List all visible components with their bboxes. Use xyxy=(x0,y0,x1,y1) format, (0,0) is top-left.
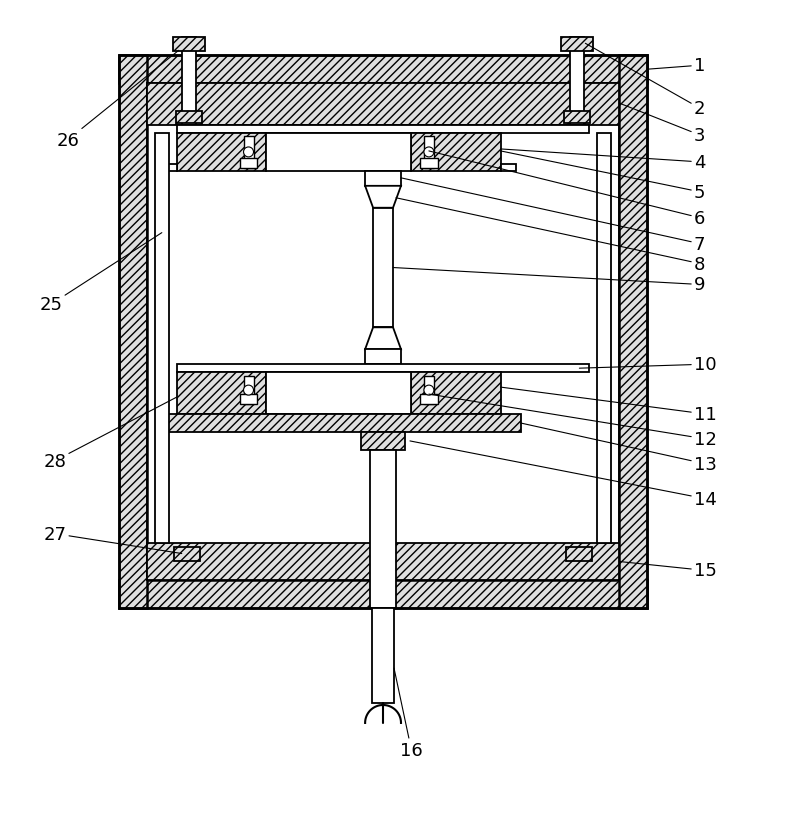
Bar xyxy=(243,377,254,405)
Text: 2: 2 xyxy=(586,44,706,118)
Bar xyxy=(177,134,266,171)
Text: 10: 10 xyxy=(579,356,717,374)
Bar xyxy=(562,38,594,52)
Polygon shape xyxy=(365,328,401,349)
Bar xyxy=(598,134,611,543)
Bar xyxy=(361,432,405,451)
Text: 6: 6 xyxy=(429,152,706,227)
Text: 15: 15 xyxy=(619,562,717,580)
Text: 13: 13 xyxy=(521,424,717,473)
Bar xyxy=(155,134,169,543)
Circle shape xyxy=(424,385,434,395)
Bar xyxy=(424,377,434,405)
Bar xyxy=(619,56,647,609)
Text: 27: 27 xyxy=(43,525,182,554)
Bar xyxy=(119,581,647,609)
Circle shape xyxy=(243,148,254,158)
Bar xyxy=(119,56,647,609)
Bar xyxy=(420,159,438,169)
Text: 1: 1 xyxy=(647,57,706,75)
Bar xyxy=(365,349,401,364)
Bar xyxy=(176,112,202,124)
Text: 11: 11 xyxy=(501,388,717,424)
Bar xyxy=(501,165,515,171)
Bar xyxy=(373,208,393,328)
Text: 9: 9 xyxy=(393,268,706,294)
Bar xyxy=(162,165,177,171)
Text: 8: 8 xyxy=(396,198,706,273)
Bar xyxy=(411,134,501,171)
Bar xyxy=(174,547,200,561)
Bar xyxy=(372,609,394,703)
Text: 5: 5 xyxy=(501,152,706,201)
Text: 3: 3 xyxy=(619,104,706,145)
Text: 25: 25 xyxy=(39,233,162,314)
Text: 28: 28 xyxy=(43,398,177,471)
Text: 4: 4 xyxy=(501,150,706,171)
Text: 7: 7 xyxy=(401,179,706,253)
Bar xyxy=(147,84,619,126)
Bar xyxy=(370,451,396,609)
Bar xyxy=(365,171,401,186)
Bar xyxy=(243,137,254,169)
Bar xyxy=(239,159,258,169)
Bar xyxy=(119,56,147,609)
Bar xyxy=(565,112,590,124)
Text: 12: 12 xyxy=(429,395,717,448)
Bar xyxy=(173,38,205,52)
Bar xyxy=(266,134,411,171)
Bar xyxy=(177,126,590,134)
Bar xyxy=(570,38,584,126)
Bar xyxy=(420,395,438,405)
Bar xyxy=(411,373,501,415)
Bar xyxy=(266,373,411,415)
Bar xyxy=(177,364,590,373)
Bar xyxy=(182,38,196,126)
Circle shape xyxy=(424,148,434,158)
Text: 16: 16 xyxy=(394,668,422,759)
Polygon shape xyxy=(365,186,401,208)
Text: 14: 14 xyxy=(410,441,717,508)
Text: 26: 26 xyxy=(56,51,178,150)
Bar xyxy=(119,56,647,84)
Bar xyxy=(177,373,266,415)
Bar xyxy=(157,415,521,432)
Bar xyxy=(147,84,619,581)
Bar xyxy=(424,137,434,169)
Circle shape xyxy=(243,385,254,395)
Bar xyxy=(147,543,619,581)
Bar xyxy=(239,395,258,405)
Bar xyxy=(566,547,592,561)
